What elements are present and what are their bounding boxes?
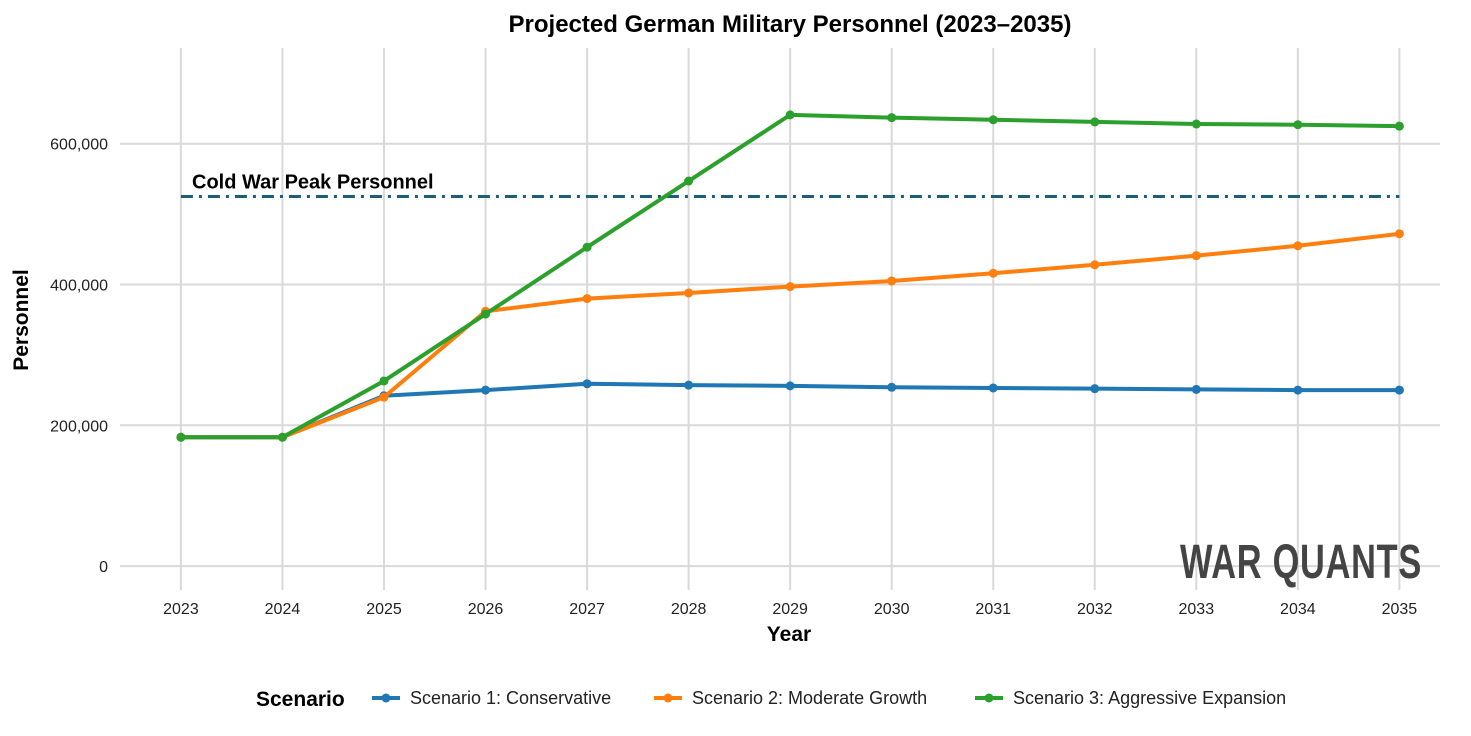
data-point xyxy=(1394,229,1404,239)
data-point xyxy=(582,242,592,252)
data-point xyxy=(481,309,491,319)
x-tick-label: 2032 xyxy=(1077,601,1113,618)
reference-line-label: Cold War Peak Personnel xyxy=(192,172,434,194)
data-point xyxy=(582,294,592,304)
data-point xyxy=(481,385,491,395)
data-point xyxy=(684,380,694,390)
x-tick-label: 2033 xyxy=(1179,601,1215,618)
y-tick-labels: 0 200,000 400,000 600,000 xyxy=(50,137,108,576)
y-tick-label: 400,000 xyxy=(50,278,108,295)
watermark-logo: WAR QUANTS xyxy=(1180,536,1422,589)
data-point xyxy=(1293,241,1303,251)
x-tick-labels: 2023 2024 2025 2026 2027 2028 2029 2030 2031 2032… xyxy=(163,601,1417,618)
data-point xyxy=(176,432,186,442)
legend: Scenario Scenario 1: Conservative Scenari… xyxy=(256,688,1286,711)
x-tick-label: 2029 xyxy=(772,601,808,618)
data-point xyxy=(684,176,694,186)
data-point xyxy=(887,113,897,123)
x-tick-label: 2026 xyxy=(468,601,504,618)
chart-title: Projected German Military Personnel (202… xyxy=(509,11,1072,38)
data-point xyxy=(379,376,389,386)
legend-item-label: Scenario 2: Moderate Growth xyxy=(692,688,927,708)
data-point xyxy=(1293,385,1303,395)
data-point xyxy=(1090,384,1100,394)
data-point xyxy=(785,110,795,120)
x-tick-label: 2023 xyxy=(163,601,199,618)
legend-item-label: Scenario 1: Conservative xyxy=(410,688,611,708)
data-point xyxy=(887,276,897,286)
data-point xyxy=(785,282,795,292)
data-point xyxy=(1394,385,1404,395)
x-axis-label: Year xyxy=(767,623,811,646)
data-point xyxy=(582,379,592,389)
data-point xyxy=(277,432,287,442)
legend-title: Scenario xyxy=(256,688,345,711)
y-tick-label: 200,000 xyxy=(50,418,108,435)
y-tick-label: 600,000 xyxy=(50,137,108,154)
data-point xyxy=(1191,119,1201,129)
data-point xyxy=(1191,251,1201,261)
series-layer xyxy=(176,110,1404,442)
data-point xyxy=(1191,384,1201,394)
data-point xyxy=(1293,120,1303,130)
series-3 xyxy=(176,110,1404,442)
legend-marker xyxy=(381,693,391,703)
data-point xyxy=(379,392,389,402)
grid xyxy=(120,48,1440,590)
x-tick-label: 2031 xyxy=(975,601,1011,618)
x-tick-label: 2027 xyxy=(569,601,605,618)
data-point xyxy=(1090,117,1100,127)
data-point xyxy=(988,268,998,278)
x-tick-label: 2035 xyxy=(1382,601,1418,618)
legend-marker xyxy=(663,693,673,703)
data-point xyxy=(684,288,694,298)
y-tick-label: 0 xyxy=(99,559,108,576)
data-point xyxy=(1394,121,1404,131)
data-point xyxy=(988,383,998,393)
x-tick-label: 2030 xyxy=(874,601,910,618)
x-tick-label: 2024 xyxy=(265,601,301,618)
data-point xyxy=(785,381,795,391)
x-tick-label: 2025 xyxy=(366,601,402,618)
y-axis-label: Personnel xyxy=(10,269,33,371)
legend-marker xyxy=(984,693,994,703)
data-point xyxy=(887,382,897,392)
data-point xyxy=(988,115,998,125)
x-tick-label: 2034 xyxy=(1280,601,1316,618)
legend-item-label: Scenario 3: Aggressive Expansion xyxy=(1013,688,1286,708)
x-tick-label: 2028 xyxy=(671,601,707,618)
data-point xyxy=(1090,260,1100,270)
